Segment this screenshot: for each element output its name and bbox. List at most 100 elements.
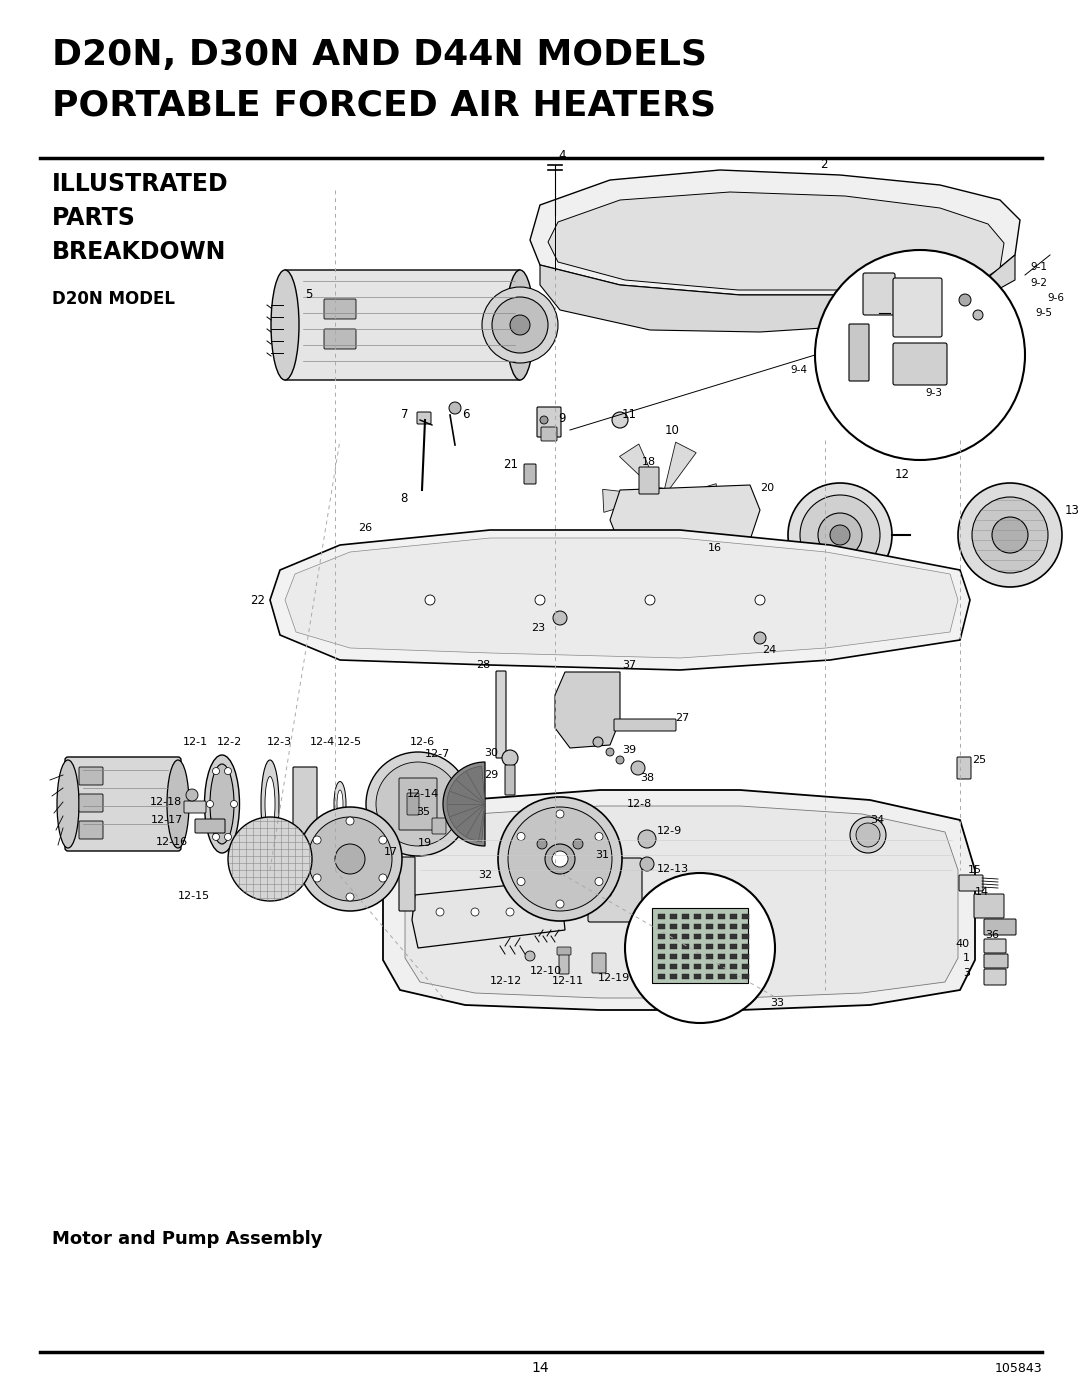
FancyBboxPatch shape [658, 964, 665, 970]
Text: 5: 5 [305, 289, 312, 302]
Circle shape [508, 807, 612, 911]
Circle shape [973, 310, 983, 320]
Text: 3: 3 [963, 968, 970, 978]
Text: 14: 14 [531, 1361, 549, 1375]
FancyBboxPatch shape [670, 954, 677, 958]
Text: 16: 16 [708, 543, 723, 553]
FancyBboxPatch shape [658, 974, 665, 979]
FancyBboxPatch shape [670, 914, 677, 919]
Text: 32: 32 [478, 870, 492, 880]
FancyBboxPatch shape [195, 819, 225, 833]
Text: 34: 34 [870, 814, 885, 826]
FancyBboxPatch shape [681, 923, 689, 929]
Ellipse shape [334, 781, 346, 827]
FancyBboxPatch shape [718, 935, 725, 939]
Text: D20N, D30N AND D44N MODELS: D20N, D30N AND D44N MODELS [52, 38, 707, 73]
Text: 22: 22 [249, 594, 265, 606]
FancyBboxPatch shape [615, 719, 676, 731]
FancyBboxPatch shape [557, 947, 571, 956]
Circle shape [407, 844, 419, 856]
Text: 12-10: 12-10 [530, 965, 562, 977]
Circle shape [436, 908, 444, 916]
Text: 1: 1 [963, 953, 970, 963]
Text: 37: 37 [622, 659, 636, 671]
Polygon shape [548, 191, 1004, 291]
FancyBboxPatch shape [184, 800, 206, 813]
Circle shape [540, 416, 548, 425]
Polygon shape [624, 503, 656, 553]
Ellipse shape [204, 754, 240, 854]
FancyBboxPatch shape [742, 935, 750, 939]
FancyBboxPatch shape [505, 766, 515, 795]
FancyBboxPatch shape [324, 330, 356, 349]
FancyBboxPatch shape [79, 821, 103, 840]
Polygon shape [603, 489, 652, 513]
FancyBboxPatch shape [670, 964, 677, 970]
Polygon shape [978, 291, 1010, 335]
FancyBboxPatch shape [670, 923, 677, 929]
FancyBboxPatch shape [694, 935, 701, 939]
Ellipse shape [271, 270, 299, 380]
FancyBboxPatch shape [694, 954, 701, 958]
Text: 12-5: 12-5 [337, 738, 362, 747]
Circle shape [313, 875, 321, 882]
FancyBboxPatch shape [407, 793, 419, 814]
FancyBboxPatch shape [718, 944, 725, 949]
Text: 12-4: 12-4 [310, 738, 335, 747]
FancyBboxPatch shape [863, 272, 895, 314]
FancyBboxPatch shape [984, 954, 1008, 968]
Text: 14: 14 [975, 887, 989, 897]
Circle shape [376, 761, 460, 847]
FancyBboxPatch shape [541, 427, 557, 441]
Text: 12-7: 12-7 [426, 749, 450, 759]
Circle shape [788, 483, 892, 587]
Text: 12-16: 12-16 [156, 837, 188, 847]
Text: 10: 10 [665, 423, 680, 436]
FancyBboxPatch shape [893, 344, 947, 386]
Circle shape [595, 833, 603, 841]
Circle shape [213, 767, 219, 774]
Text: 18: 18 [642, 457, 657, 467]
Text: 29: 29 [484, 770, 498, 780]
Circle shape [517, 877, 525, 886]
FancyBboxPatch shape [984, 939, 1005, 953]
FancyBboxPatch shape [849, 324, 869, 381]
FancyBboxPatch shape [652, 908, 748, 983]
Wedge shape [443, 761, 485, 847]
Polygon shape [661, 504, 701, 552]
Circle shape [471, 908, 480, 916]
Circle shape [308, 817, 392, 901]
Text: 23: 23 [531, 623, 545, 633]
Circle shape [186, 789, 198, 800]
Text: 12-17: 12-17 [151, 814, 183, 826]
Circle shape [379, 835, 387, 844]
FancyBboxPatch shape [399, 778, 437, 830]
Circle shape [541, 908, 549, 916]
FancyBboxPatch shape [681, 944, 689, 949]
Circle shape [856, 823, 880, 847]
Polygon shape [555, 672, 620, 747]
Circle shape [800, 495, 880, 576]
Text: 20: 20 [760, 483, 774, 493]
FancyBboxPatch shape [957, 757, 971, 780]
FancyBboxPatch shape [524, 464, 536, 483]
Circle shape [510, 314, 530, 335]
Circle shape [645, 595, 654, 605]
Text: 11: 11 [622, 408, 637, 422]
Text: 19: 19 [418, 838, 432, 848]
Circle shape [335, 844, 365, 875]
Text: PORTABLE FORCED AIR HEATERS: PORTABLE FORCED AIR HEATERS [52, 88, 716, 122]
Circle shape [631, 761, 645, 775]
Circle shape [449, 402, 461, 414]
Text: 33: 33 [770, 997, 784, 1009]
Text: 9: 9 [558, 412, 566, 425]
FancyBboxPatch shape [681, 914, 689, 919]
FancyBboxPatch shape [706, 974, 713, 979]
Circle shape [754, 631, 766, 644]
FancyBboxPatch shape [681, 935, 689, 939]
Text: 7: 7 [401, 408, 408, 422]
Polygon shape [530, 170, 1020, 295]
Circle shape [228, 817, 312, 901]
FancyBboxPatch shape [293, 767, 318, 841]
Circle shape [696, 543, 708, 556]
